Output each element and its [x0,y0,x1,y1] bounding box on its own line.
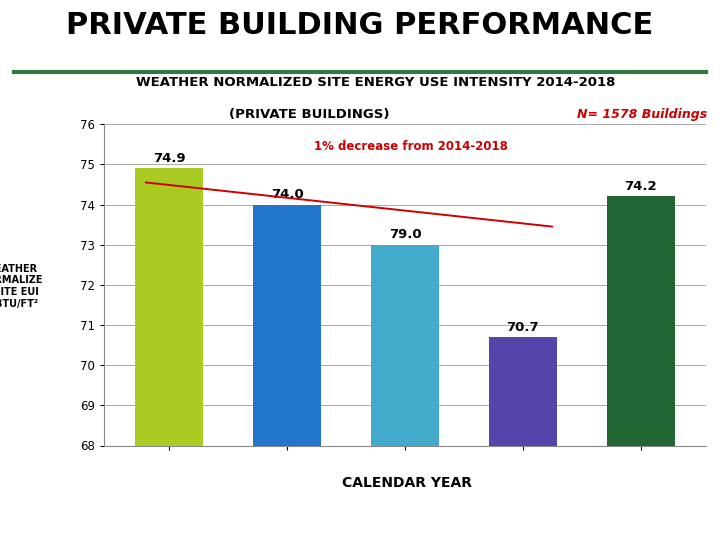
Bar [489,337,557,445]
Text: PRIVATE BUILDING PERFORMANCE: PRIVATE BUILDING PERFORMANCE [66,11,654,40]
Text: 70.7: 70.7 [507,321,539,334]
Bar [135,168,204,445]
Text: ★: ★ [626,501,634,510]
Text: Data received from DOEE’s Energy Administration: Data received from DOEE’s Energy Adminis… [11,515,324,525]
Text: N= 1578 Buildings: N= 1578 Buildings [577,108,707,121]
Text: 74.9: 74.9 [153,152,186,165]
Text: 74.0: 74.0 [271,188,304,201]
Text: @DOEE_DC: @DOEE_DC [490,514,571,526]
Bar [253,205,321,446]
FancyBboxPatch shape [666,525,706,531]
Text: (PRIVATE BUILDINGS): (PRIVATE BUILDINGS) [229,108,390,121]
Text: 79.0: 79.0 [389,228,421,241]
Text: WEATHER NORMALIZED SITE ENERGY USE INTENSITY 2014-2018: WEATHER NORMALIZED SITE ENERGY USE INTEN… [136,76,615,89]
Text: ★: ★ [647,501,656,510]
Bar [371,245,439,446]
Text: ★: ★ [604,501,613,510]
Text: 74.2: 74.2 [624,180,657,193]
FancyBboxPatch shape [666,518,706,523]
Text: 1% decrease from 2014-2018: 1% decrease from 2014-2018 [314,140,508,153]
Text: CALENDAR YEAR: CALENDAR YEAR [342,476,472,490]
Bar [606,197,675,446]
FancyBboxPatch shape [666,510,706,516]
Text: WEATHER
NORMALIZE
D SITE EUI
(KBTU/FT²: WEATHER NORMALIZE D SITE EUI (KBTU/FT² [0,264,43,308]
